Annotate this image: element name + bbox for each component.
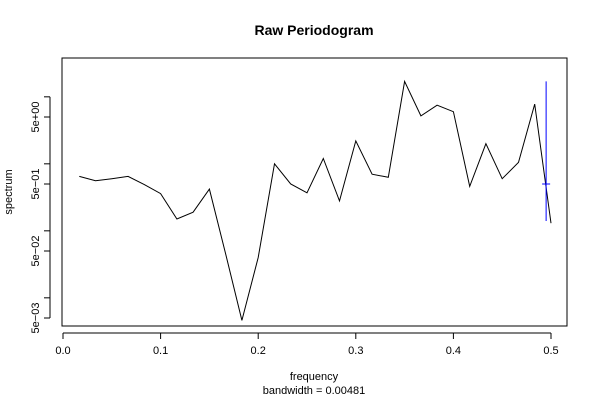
x-axis: 0.0 0.1 0.2 0.3 0.4 0.5: [55, 332, 559, 357]
x-tick-label: 0.1: [153, 345, 168, 357]
series-layer: [79, 79, 552, 321]
x-tick-label: 0.2: [251, 345, 266, 357]
y-axis: 5e−03 5e−02 5e−01 5e+00: [30, 96, 51, 334]
y-tick-label: 5e−03: [30, 303, 42, 334]
x-tick-label: 0.0: [55, 345, 70, 357]
x-tick-label: 0.5: [543, 345, 558, 357]
plot-frame: [61, 57, 568, 327]
x-tick-label: 0.4: [446, 345, 461, 357]
x-tick-label: 0.3: [348, 345, 363, 357]
y-tick-label: 5e+00: [30, 102, 42, 133]
y-tick-label: 5e−02: [30, 236, 42, 267]
x-axis-label: frequency: [290, 371, 339, 383]
spectrum-line: [79, 79, 552, 321]
chart-title: Raw Periodogram: [254, 22, 373, 38]
bandwidth-label: bandwidth = 0.00481: [263, 385, 365, 397]
confidence-bar: [542, 81, 551, 222]
y-tick-label: 5e−01: [30, 169, 42, 200]
y-axis-label: spectrum: [3, 169, 15, 214]
